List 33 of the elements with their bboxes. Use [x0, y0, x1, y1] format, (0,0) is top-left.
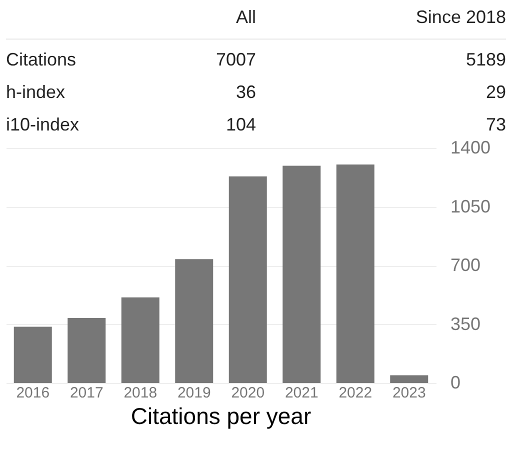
- bar: [282, 166, 321, 383]
- bar: [121, 297, 160, 383]
- bar: [14, 326, 52, 383]
- bar: [228, 176, 267, 383]
- x-tick-label: 2016: [16, 384, 50, 402]
- bar: [175, 259, 214, 383]
- category-label: i10-index: [6, 114, 80, 134]
- x-tick-label: 2022: [338, 384, 372, 402]
- text: 5189: [466, 49, 506, 70]
- text: 7007: [216, 49, 256, 70]
- y-tick-label: 700: [450, 255, 481, 275]
- x-tick-label: 2020: [231, 384, 265, 402]
- x-tick-label: 2018: [124, 384, 158, 402]
- y-tick-label: 1400: [450, 138, 491, 158]
- category-label: h-index: [6, 82, 66, 102]
- text: 36: [236, 82, 256, 102]
- x-tick-label: 2021: [284, 384, 318, 402]
- text: Citations per year: [130, 403, 312, 429]
- x-tick-label: 2023: [392, 384, 426, 402]
- text: 73: [486, 114, 506, 134]
- text: 29: [486, 82, 506, 102]
- x-tick-label: 2017: [70, 384, 104, 402]
- y-tick-label: 350: [450, 314, 481, 334]
- text: 104: [226, 114, 256, 134]
- category-label: Since 2018: [416, 7, 506, 27]
- x-tick-label: 2019: [177, 384, 211, 402]
- y-tick-label: 1050: [450, 196, 491, 216]
- category-label: Citations: [6, 49, 76, 70]
- bar: [390, 375, 428, 383]
- category-label: All: [236, 7, 256, 27]
- bar: [68, 318, 106, 383]
- bar: [336, 164, 374, 383]
- y-tick-label: 0: [450, 372, 461, 392]
